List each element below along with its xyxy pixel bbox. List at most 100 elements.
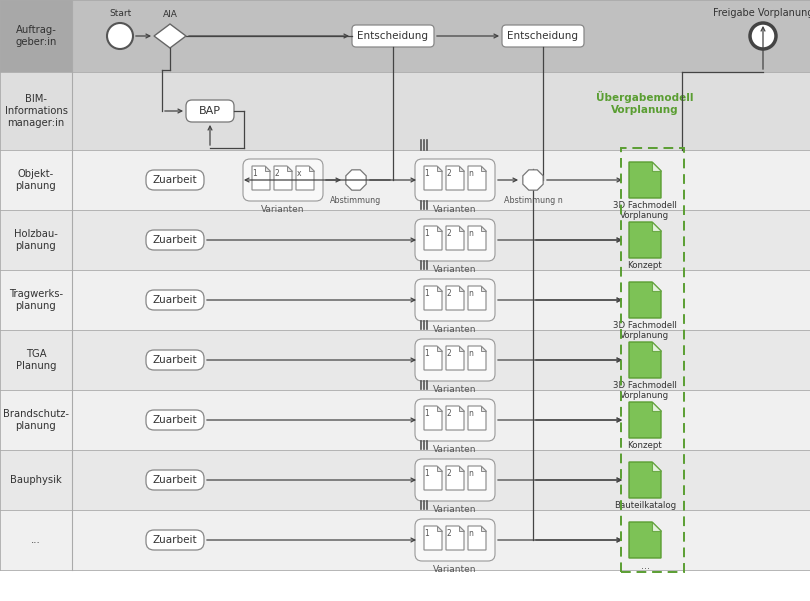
Text: 1: 1 bbox=[424, 288, 429, 297]
Text: Zuarbeit: Zuarbeit bbox=[153, 235, 198, 245]
Text: 2: 2 bbox=[446, 288, 451, 297]
Text: Varianten: Varianten bbox=[262, 205, 305, 214]
Polygon shape bbox=[629, 342, 661, 378]
Polygon shape bbox=[481, 466, 486, 471]
Polygon shape bbox=[629, 402, 661, 438]
Polygon shape bbox=[437, 226, 442, 231]
Polygon shape bbox=[468, 526, 486, 550]
Polygon shape bbox=[459, 466, 464, 471]
Polygon shape bbox=[459, 526, 464, 531]
Polygon shape bbox=[309, 166, 314, 171]
Text: Entscheidung: Entscheidung bbox=[508, 31, 578, 41]
Bar bbox=[0, 0, 810, 72]
Bar bbox=[0, 390, 810, 450]
Circle shape bbox=[107, 23, 133, 49]
Text: Objekt-
planung: Objekt- planung bbox=[15, 169, 57, 191]
Text: 1: 1 bbox=[424, 528, 429, 537]
Text: n: n bbox=[468, 528, 473, 537]
FancyBboxPatch shape bbox=[146, 290, 204, 310]
Text: Zuarbeit: Zuarbeit bbox=[153, 175, 198, 185]
Bar bbox=[0, 72, 72, 150]
Text: 1: 1 bbox=[424, 349, 429, 358]
Polygon shape bbox=[265, 166, 270, 171]
Text: Varianten: Varianten bbox=[433, 445, 477, 454]
Polygon shape bbox=[446, 346, 464, 370]
Text: n: n bbox=[468, 469, 473, 478]
Polygon shape bbox=[481, 406, 486, 411]
Text: Abstimmung n: Abstimmung n bbox=[504, 196, 562, 205]
Text: 1: 1 bbox=[424, 228, 429, 237]
FancyBboxPatch shape bbox=[415, 399, 495, 441]
Polygon shape bbox=[437, 286, 442, 291]
Text: n: n bbox=[468, 228, 473, 237]
Bar bbox=[0, 210, 810, 270]
Text: Konzept: Konzept bbox=[628, 441, 663, 450]
Text: Bauteilkatalog: Bauteilkatalog bbox=[614, 501, 676, 510]
Text: Abstimmung: Abstimmung bbox=[330, 196, 382, 205]
Polygon shape bbox=[459, 346, 464, 351]
FancyBboxPatch shape bbox=[415, 279, 495, 321]
Text: n: n bbox=[468, 349, 473, 358]
FancyBboxPatch shape bbox=[146, 410, 204, 430]
Text: 2: 2 bbox=[446, 409, 451, 418]
Polygon shape bbox=[652, 402, 661, 411]
FancyBboxPatch shape bbox=[243, 159, 323, 201]
Text: 2: 2 bbox=[446, 349, 451, 358]
FancyBboxPatch shape bbox=[186, 100, 234, 122]
Polygon shape bbox=[468, 286, 486, 310]
Polygon shape bbox=[468, 406, 486, 430]
Bar bbox=[0, 330, 72, 390]
Polygon shape bbox=[296, 166, 314, 190]
Text: TGA
Planung: TGA Planung bbox=[15, 349, 56, 371]
Polygon shape bbox=[468, 466, 486, 490]
Text: n: n bbox=[468, 288, 473, 297]
Text: 1: 1 bbox=[253, 168, 258, 177]
Bar bbox=[0, 390, 72, 450]
Polygon shape bbox=[424, 466, 442, 490]
Polygon shape bbox=[481, 526, 486, 531]
Text: Konzept: Konzept bbox=[628, 261, 663, 270]
Bar bbox=[0, 330, 810, 390]
Text: n: n bbox=[468, 168, 473, 177]
Text: 1: 1 bbox=[424, 409, 429, 418]
Polygon shape bbox=[468, 346, 486, 370]
Text: 3D Fachmodell
Vorplanung: 3D Fachmodell Vorplanung bbox=[613, 381, 677, 400]
Bar bbox=[0, 0, 72, 72]
Text: Zuarbeit: Zuarbeit bbox=[153, 535, 198, 545]
Text: BIM-
Informations
manager:in: BIM- Informations manager:in bbox=[5, 94, 67, 127]
Text: Zuarbeit: Zuarbeit bbox=[153, 415, 198, 425]
Text: 1: 1 bbox=[424, 469, 429, 478]
Text: Freigabe Vorplanung: Freigabe Vorplanung bbox=[713, 8, 810, 18]
Polygon shape bbox=[481, 346, 486, 351]
Text: Holzbau-
planung: Holzbau- planung bbox=[14, 229, 58, 251]
Bar bbox=[0, 450, 810, 510]
Polygon shape bbox=[468, 166, 486, 190]
Polygon shape bbox=[424, 286, 442, 310]
FancyBboxPatch shape bbox=[352, 25, 434, 47]
Bar bbox=[0, 510, 72, 570]
Polygon shape bbox=[424, 346, 442, 370]
Polygon shape bbox=[424, 166, 442, 190]
Bar bbox=[0, 510, 810, 570]
FancyBboxPatch shape bbox=[146, 350, 204, 370]
FancyBboxPatch shape bbox=[415, 159, 495, 201]
Text: 2: 2 bbox=[446, 469, 451, 478]
Polygon shape bbox=[481, 166, 486, 171]
Polygon shape bbox=[424, 226, 442, 250]
Polygon shape bbox=[446, 406, 464, 430]
Polygon shape bbox=[437, 346, 442, 351]
FancyBboxPatch shape bbox=[415, 519, 495, 561]
Text: Brandschutz-
planung: Brandschutz- planung bbox=[3, 409, 69, 431]
Text: Zuarbeit: Zuarbeit bbox=[153, 475, 198, 485]
Polygon shape bbox=[459, 406, 464, 411]
Polygon shape bbox=[346, 170, 366, 190]
FancyBboxPatch shape bbox=[502, 25, 584, 47]
Bar bbox=[0, 72, 810, 150]
Polygon shape bbox=[446, 286, 464, 310]
Polygon shape bbox=[652, 462, 661, 471]
Text: BAP: BAP bbox=[199, 106, 221, 116]
Polygon shape bbox=[652, 162, 661, 171]
Text: 2: 2 bbox=[446, 528, 451, 537]
Bar bbox=[621, 148, 684, 572]
FancyBboxPatch shape bbox=[146, 230, 204, 250]
